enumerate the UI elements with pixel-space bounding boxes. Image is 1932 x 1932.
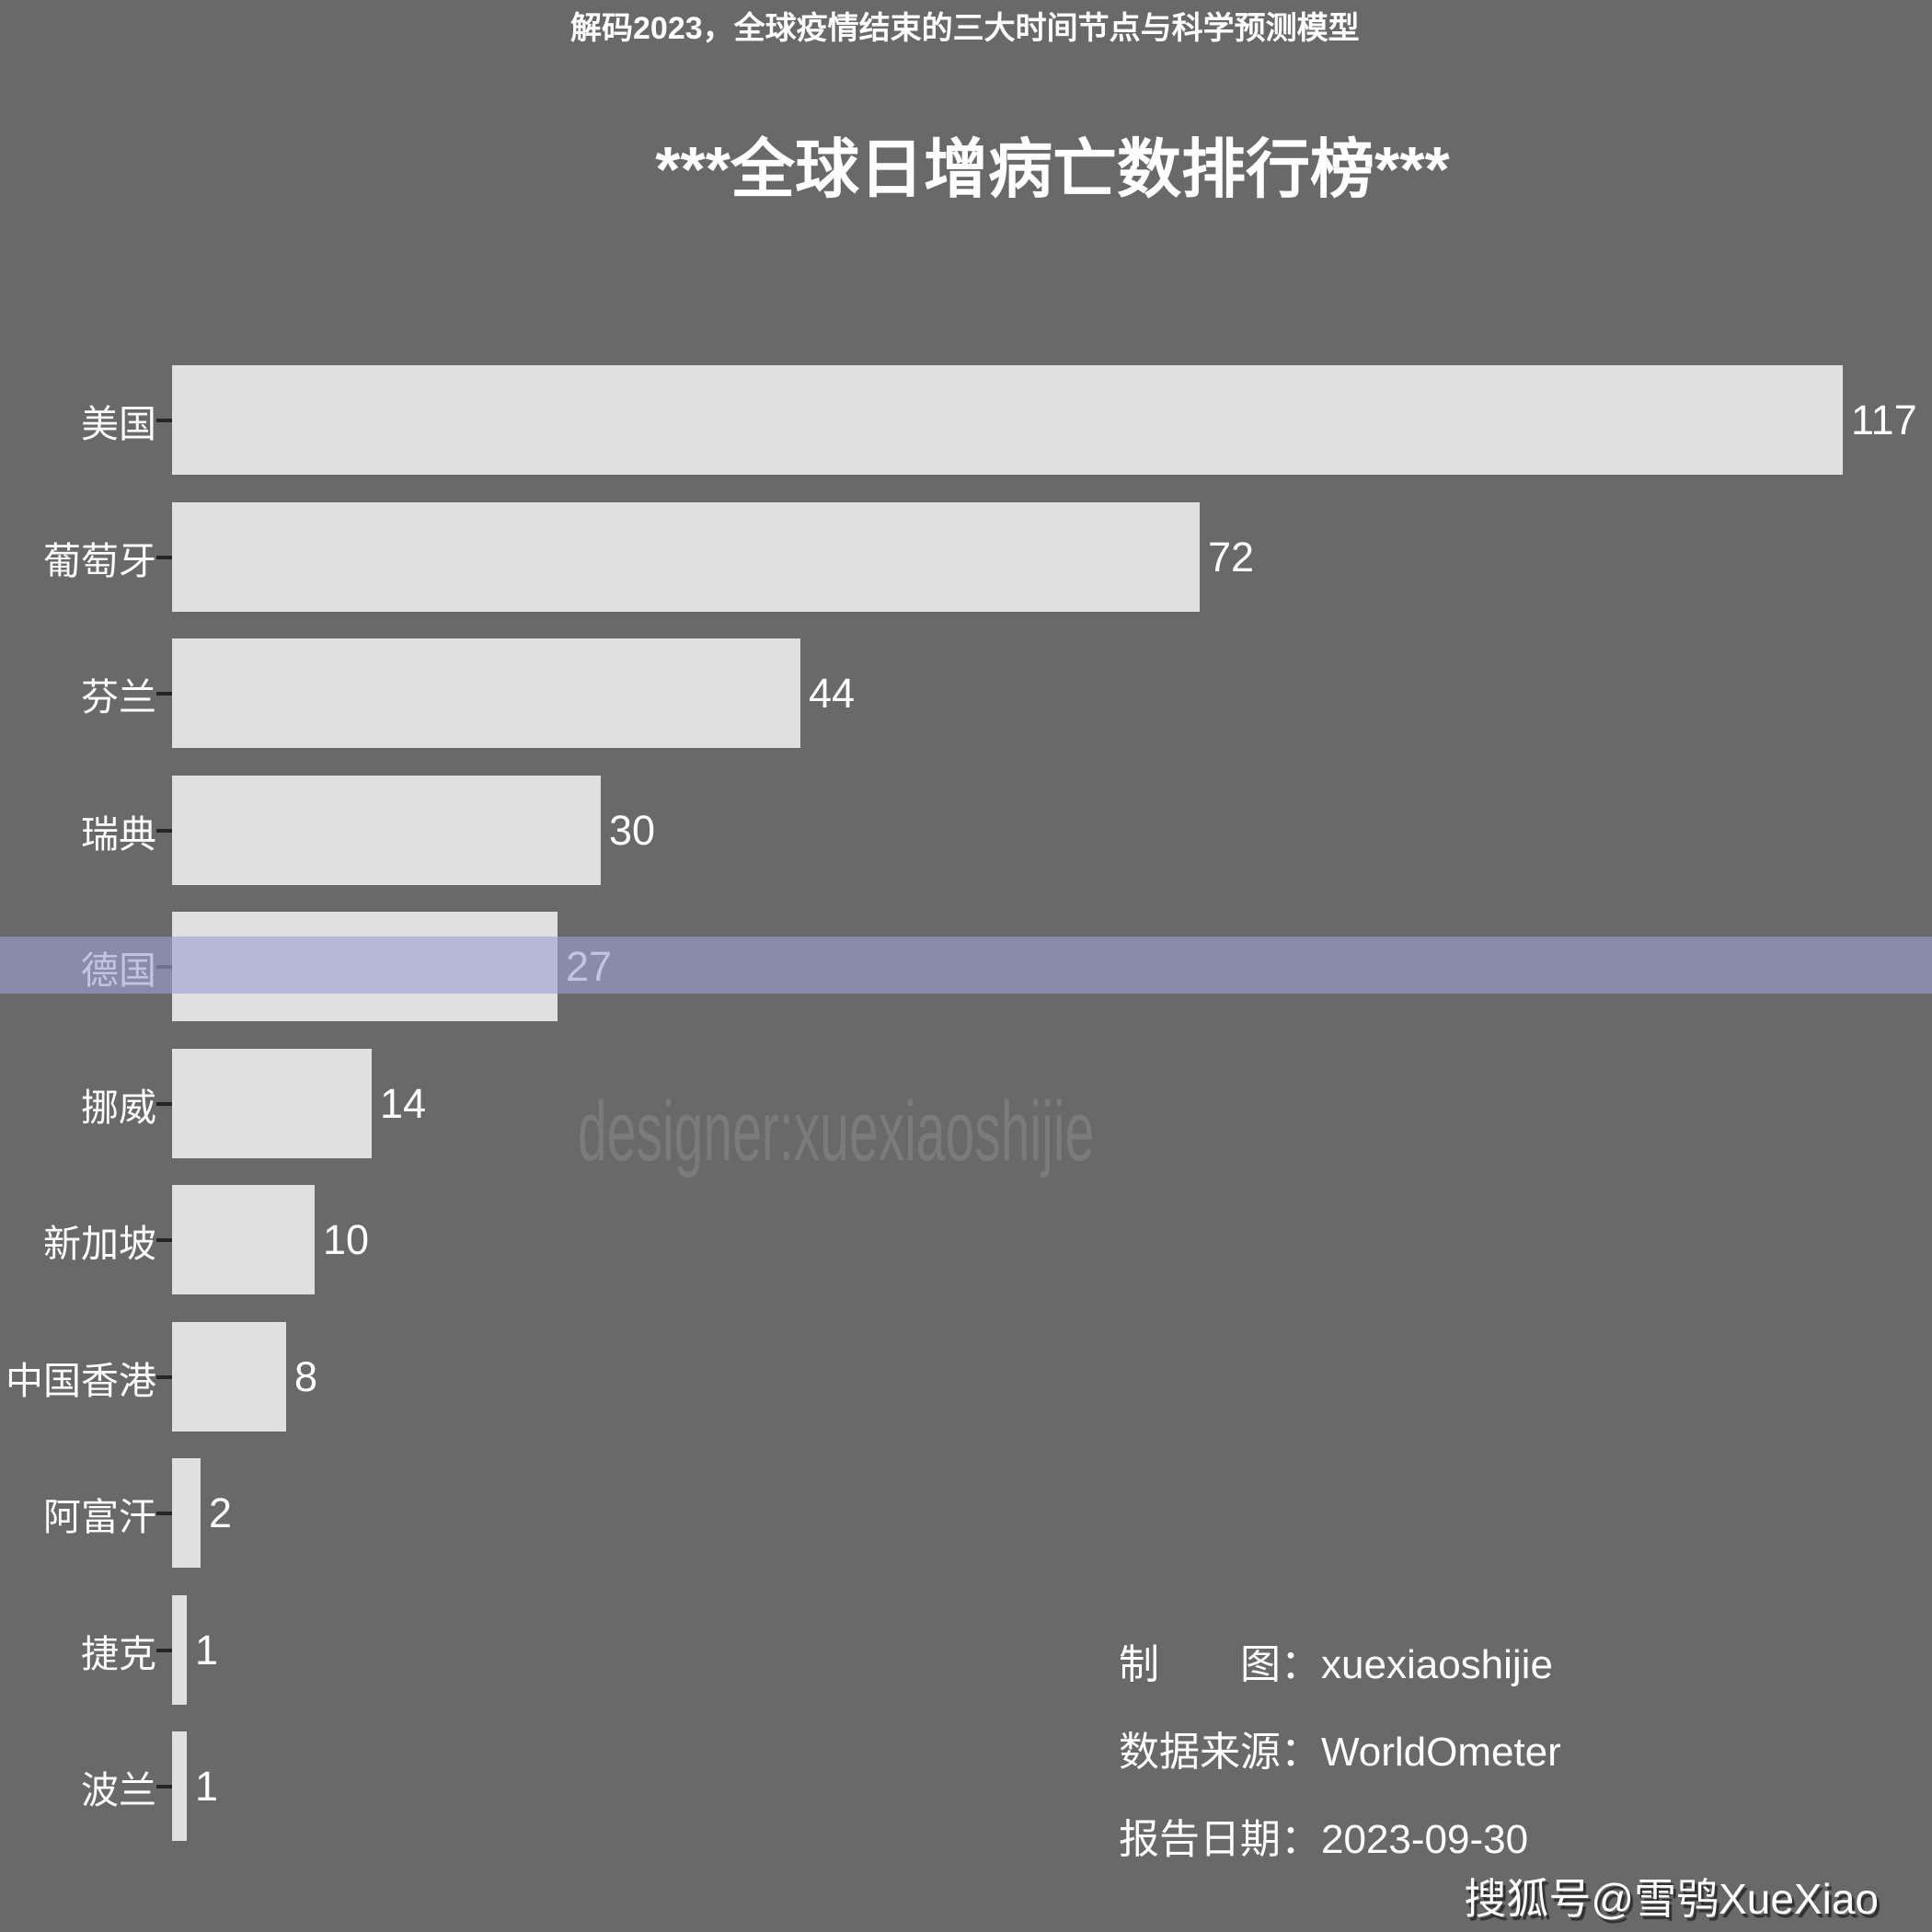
category-label: 新加坡 <box>43 1222 156 1265</box>
bar-row-czech: 捷克 1 <box>0 1595 1932 1705</box>
headline-banner <box>0 937 1932 994</box>
bar <box>172 1731 187 1841</box>
attribution-value: xuexiaoshijie <box>1321 1642 1553 1687</box>
category-label: 阿富汗 <box>43 1495 156 1538</box>
y-tick-mark <box>156 1511 172 1515</box>
y-tick-mark <box>156 691 172 696</box>
category-label: 中国香港 <box>6 1359 156 1402</box>
sohu-account-badge: 搜狐号@雪鸮XueXiao <box>1464 1875 1879 1923</box>
bar-row-usa: 美国 117 <box>0 365 1932 475</box>
y-tick-mark <box>156 828 172 833</box>
y-tick-mark <box>156 555 172 559</box>
y-tick-mark <box>156 1374 172 1379</box>
attribution-block: 制 图： xuexiaoshijie 数据来源： WorldOmeter 报告日期：… <box>1119 1621 1561 1883</box>
value-label: 8 <box>294 1352 318 1400</box>
bar <box>172 502 1200 612</box>
bar <box>172 1185 315 1294</box>
value-label: 14 <box>380 1079 427 1127</box>
bar <box>172 1458 201 1568</box>
y-tick-mark <box>156 1648 172 1652</box>
value-label: 30 <box>609 806 656 854</box>
attribution-line-date: 报告日期： 2023-09-30 <box>1119 1796 1561 1883</box>
bar <box>172 1049 372 1158</box>
bar <box>172 1322 286 1432</box>
bar-row-norway: 挪威 14 <box>0 1049 1932 1158</box>
value-label: 44 <box>809 669 856 717</box>
value-label: 72 <box>1208 533 1255 581</box>
y-tick-mark <box>156 418 172 422</box>
category-label: 波兰 <box>81 1768 156 1811</box>
bar <box>172 365 1843 475</box>
y-tick-mark <box>156 1784 172 1788</box>
value-label: 10 <box>323 1215 370 1263</box>
attribution-label: 报告日期： <box>1119 1817 1321 1862</box>
attribution-line-source: 数据来源： WorldOmeter <box>1119 1708 1561 1796</box>
value-label: 1 <box>195 1762 219 1810</box>
bar-row-singapore: 新加坡 10 <box>0 1185 1932 1294</box>
bar-row-finland: 芬兰 44 <box>0 638 1932 748</box>
designer-watermark: designer:xuexiaoshijie <box>578 1085 1095 1179</box>
category-label: 捷克 <box>81 1632 156 1675</box>
category-label: 葡萄牙 <box>43 539 156 582</box>
y-tick-mark <box>156 1237 172 1242</box>
y-tick-mark <box>156 1101 172 1106</box>
category-label: 美国 <box>81 402 156 445</box>
bar-row-hongkong: 中国香港 8 <box>0 1322 1932 1432</box>
value-label: 1 <box>195 1626 219 1673</box>
attribution-label: 数据来源： <box>1119 1730 1321 1775</box>
category-label: 芬兰 <box>81 675 156 719</box>
value-label: 2 <box>209 1489 233 1536</box>
bar-row-sweden: 瑞典 30 <box>0 776 1932 885</box>
bar <box>172 638 800 748</box>
bar-row-portugal: 葡萄牙 72 <box>0 502 1932 612</box>
category-label: 瑞典 <box>81 812 156 856</box>
bar-row-poland: 波兰 1 <box>0 1731 1932 1841</box>
attribution-value: 2023-09-30 <box>1321 1817 1529 1862</box>
bar <box>172 776 601 885</box>
chart-title: ***全球日增病亡数排行榜*** <box>655 133 1450 205</box>
attribution-value: WorldOmeter <box>1321 1730 1561 1775</box>
bar-row-afghanistan: 阿富汗 2 <box>0 1458 1932 1568</box>
attribution-line-maker: 制 图： xuexiaoshijie <box>1119 1621 1561 1708</box>
category-label: 挪威 <box>81 1086 156 1129</box>
bar <box>172 1595 187 1705</box>
headline-banner-text: 解码2023，全球疫情结束的三大时间节点与科学预测模型 <box>570 11 1360 46</box>
value-label: 117 <box>1851 396 1917 443</box>
attribution-label: 制 图： <box>1119 1642 1321 1687</box>
